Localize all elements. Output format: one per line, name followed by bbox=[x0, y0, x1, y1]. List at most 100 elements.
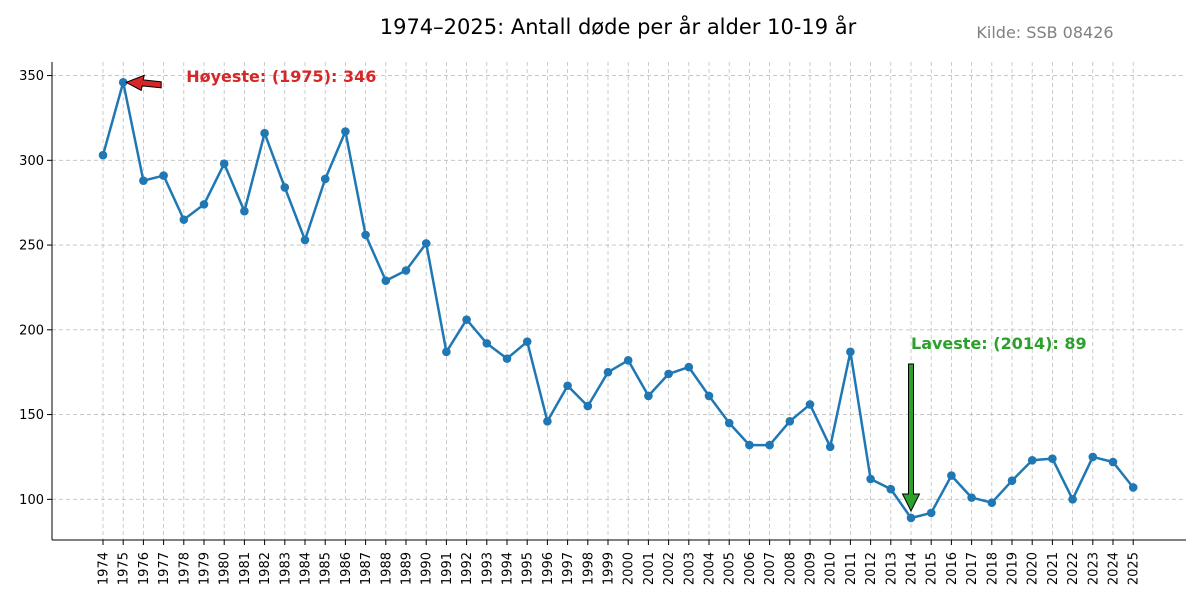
data-point bbox=[260, 128, 269, 138]
data-point bbox=[825, 442, 835, 452]
x-tick-label: 1993 bbox=[480, 552, 495, 585]
data-point bbox=[785, 417, 795, 426]
data-point bbox=[1088, 452, 1098, 462]
x-tick-label: 2021 bbox=[1046, 552, 1061, 585]
x-tick-label: 2002 bbox=[662, 552, 677, 585]
x-tick-label: 1975 bbox=[117, 552, 132, 585]
x-tick-label: 1983 bbox=[278, 552, 293, 585]
data-point bbox=[765, 440, 774, 450]
data-point bbox=[906, 513, 916, 523]
data-point bbox=[219, 159, 229, 169]
x-tick-label: 2009 bbox=[804, 552, 819, 585]
data-point bbox=[462, 315, 471, 324]
y-tick-label: 350 bbox=[19, 69, 44, 84]
data-point bbox=[139, 176, 148, 185]
x-tick-label: 1987 bbox=[359, 552, 374, 585]
x-tick-label: 2014 bbox=[905, 552, 920, 585]
x-tick-label: 1986 bbox=[339, 552, 354, 585]
x-tick-label: 2012 bbox=[864, 552, 879, 585]
x-tick-label: 2001 bbox=[642, 552, 657, 585]
x-tick-label: 1974 bbox=[97, 552, 112, 585]
x-tick-label: 2018 bbox=[985, 552, 1000, 585]
data-point bbox=[421, 239, 431, 248]
data-point bbox=[563, 381, 572, 391]
series-line bbox=[101, 81, 1135, 520]
data-point bbox=[1007, 476, 1017, 485]
data-point bbox=[745, 440, 754, 450]
data-point bbox=[482, 339, 492, 348]
x-tick-label: 1991 bbox=[440, 552, 455, 585]
data-point bbox=[502, 354, 512, 363]
data-point bbox=[199, 200, 209, 209]
data-point bbox=[947, 471, 956, 480]
x-tick-label: 1981 bbox=[238, 552, 253, 585]
x-tick-label: 1995 bbox=[521, 552, 536, 585]
data-point bbox=[805, 400, 815, 409]
x-tick-label: 1979 bbox=[198, 552, 213, 585]
x-tick-label: 2003 bbox=[682, 552, 697, 585]
x-tick-label: 1977 bbox=[157, 552, 172, 585]
y-tick-label: 100 bbox=[19, 493, 44, 508]
x-tick-label: 2008 bbox=[783, 552, 798, 585]
data-point bbox=[987, 498, 997, 508]
x-tick-label: 2017 bbox=[965, 552, 980, 585]
x-tick-label: 1999 bbox=[602, 552, 617, 585]
x-tick-label: 1989 bbox=[400, 552, 415, 585]
data-point bbox=[179, 215, 189, 224]
x-tick-label: 2019 bbox=[1006, 552, 1021, 585]
x-tick-label: 1984 bbox=[299, 552, 314, 585]
data-point bbox=[381, 276, 391, 285]
series bbox=[98, 78, 1138, 523]
data-point bbox=[361, 230, 370, 240]
x-tick-label: 2013 bbox=[884, 552, 899, 585]
data-point bbox=[644, 391, 653, 401]
data-point bbox=[967, 493, 976, 502]
data-point bbox=[300, 235, 310, 245]
data-point bbox=[522, 337, 532, 346]
data-point bbox=[866, 474, 875, 484]
data-point bbox=[98, 150, 108, 160]
x-tick-label: 2023 bbox=[1086, 552, 1101, 585]
x-tick-label: 2022 bbox=[1066, 552, 1081, 585]
x-tick-label: 1990 bbox=[420, 552, 435, 585]
axes bbox=[47, 62, 1186, 545]
x-tick-label: 2004 bbox=[703, 552, 718, 585]
x-tick-label: 2005 bbox=[723, 552, 738, 585]
grid bbox=[52, 62, 1186, 540]
x-tick-label: 2016 bbox=[945, 552, 960, 585]
max-arrow bbox=[125, 74, 162, 92]
chart-title: 1974–2025: Antall døde per år alder 10-1… bbox=[380, 14, 857, 39]
source-label: Kilde: SSB 08426 bbox=[976, 23, 1113, 42]
annotations: Høyeste: (1975): 346 Laveste: (2014): 89 bbox=[125, 67, 1087, 513]
data-point bbox=[442, 347, 451, 357]
data-point bbox=[623, 356, 633, 365]
tick-labels: 100 150 200 250 300 350 1974 1975 1976 1977 1978 19… bbox=[19, 69, 1142, 585]
y-tick-label: 150 bbox=[19, 408, 44, 423]
x-tick-label: 1996 bbox=[541, 552, 556, 585]
data-point bbox=[846, 347, 855, 357]
x-tick-label: 2015 bbox=[925, 552, 940, 585]
data-point bbox=[1068, 495, 1077, 504]
x-tick-label: 1978 bbox=[177, 552, 192, 585]
x-tick-label: 1994 bbox=[501, 552, 516, 585]
x-tick-label: 2020 bbox=[1026, 552, 1041, 585]
y-tick-label: 250 bbox=[19, 239, 44, 254]
x-tick-label: 2007 bbox=[763, 552, 778, 585]
data-point bbox=[1128, 483, 1138, 492]
data-point bbox=[401, 266, 411, 275]
x-tick-label: 1980 bbox=[218, 552, 233, 585]
x-tick-label: 2011 bbox=[844, 552, 859, 585]
data-point bbox=[1108, 457, 1118, 467]
data-point bbox=[320, 174, 330, 184]
y-tick-label: 200 bbox=[19, 323, 44, 338]
data-point bbox=[724, 418, 734, 428]
data-point bbox=[240, 206, 249, 216]
min-arrow bbox=[901, 363, 921, 513]
data-point bbox=[341, 127, 350, 136]
x-tick-label: 1998 bbox=[581, 552, 596, 585]
data-point bbox=[603, 367, 613, 377]
data-point bbox=[886, 484, 896, 494]
data-point bbox=[118, 78, 128, 87]
data-point bbox=[159, 171, 168, 180]
